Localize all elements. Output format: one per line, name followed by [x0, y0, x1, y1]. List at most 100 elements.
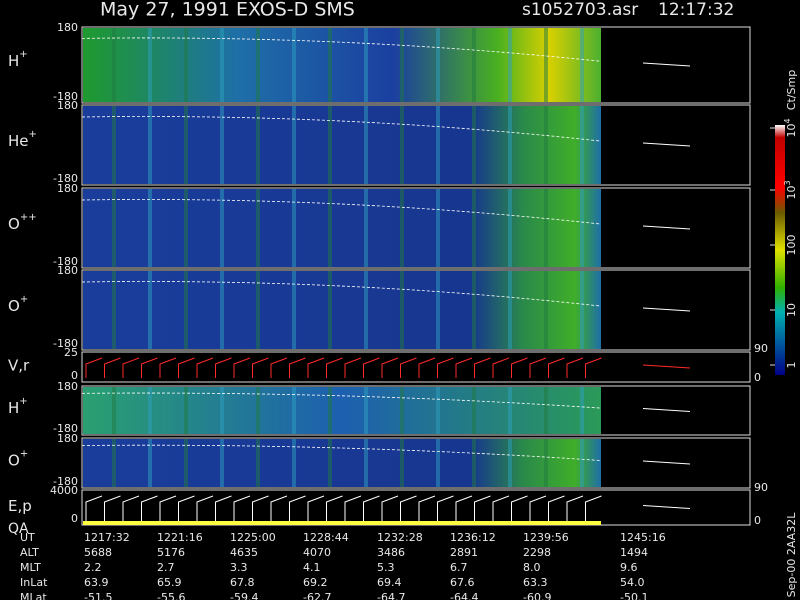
spectrogram-stripe	[508, 106, 512, 184]
spectrogram-stripe	[220, 271, 224, 349]
spectrogram-stripe	[472, 106, 476, 184]
spectrogram-stripe	[364, 439, 368, 487]
spectrogram-stripe	[364, 106, 368, 184]
spectrogram-stripe	[328, 271, 332, 349]
spectrogram-stripe	[184, 189, 188, 267]
spectrogram-stripe	[544, 106, 548, 184]
panel-label: H+	[8, 49, 28, 69]
panel-label-ion: O	[8, 215, 20, 233]
spectrogram-stripe	[580, 28, 584, 102]
table-cell: 2.7	[157, 561, 175, 574]
colorbar-tick-label: 103	[783, 180, 799, 199]
colorbar-tick-base: 10	[785, 124, 798, 138]
table-cell: 1236:12	[450, 531, 496, 544]
spectrogram-stripe	[220, 106, 224, 184]
spectrogram-stripe	[256, 271, 260, 349]
table-cell: 1239:56	[523, 531, 569, 544]
table-cell: 2.2	[84, 561, 102, 574]
colorbar-tick-label: 1	[785, 362, 798, 369]
y-tick-label: -180	[53, 255, 78, 268]
spectrogram-stripe	[292, 271, 296, 349]
spectrogram-stripe	[256, 387, 260, 434]
panel-label-ion: V,r	[8, 356, 30, 374]
table-cell: 67.6	[450, 576, 475, 589]
table-cell: 63.9	[84, 576, 109, 589]
spectrogram-stripe	[400, 271, 404, 349]
panel-label: He+	[8, 129, 37, 150]
spectrogram-stripe	[112, 189, 116, 267]
trace	[81, 444, 601, 461]
table-cell: 5688	[84, 546, 112, 559]
trace	[81, 37, 601, 62]
spectrogram-stripe	[292, 189, 296, 267]
spectrogram-stripe	[148, 106, 152, 184]
table-cell: 2891	[450, 546, 478, 559]
table-cell: -51.5	[84, 591, 112, 600]
spectrogram-stripe	[436, 28, 440, 102]
trace	[85, 495, 602, 521]
trace	[81, 281, 601, 307]
spectrogram-stripe	[328, 28, 332, 102]
tail-trace	[642, 142, 691, 147]
spectrogram-stripe	[220, 28, 224, 102]
spectrogram-stripe	[112, 387, 116, 434]
panels: H+180-180He+180-180O++180-180O+180-180V,…	[8, 21, 768, 537]
spectrogram-stripe	[580, 189, 584, 267]
spectrogram-stripe	[184, 28, 188, 102]
spectrogram-stripe	[148, 189, 152, 267]
spectrogram-stripe	[256, 28, 260, 102]
spectrogram-stripe	[256, 189, 260, 267]
footer-id: Sep-00 2AA32L	[785, 512, 798, 598]
trace	[81, 116, 601, 142]
spectrogram-stripe	[328, 106, 332, 184]
table-cell: -64.7	[377, 591, 405, 600]
spectrogram-stripe	[400, 387, 404, 434]
spectrogram-stripe	[112, 271, 116, 349]
table-cell: 1232:28	[377, 531, 423, 544]
row-label: MLat	[20, 591, 47, 600]
y-tick-label: 180	[57, 380, 78, 393]
panel-label: V,r	[8, 356, 30, 374]
spectrogram-stripe	[472, 439, 476, 487]
table-cell: 5176	[157, 546, 185, 559]
colorbar-tick-label: 10	[785, 303, 798, 317]
title: May 27, 1991 EXOS-D SMS	[100, 0, 355, 21]
table-cell: 1217:32	[84, 531, 130, 544]
colorbar-tick-base: 100	[785, 235, 798, 256]
spectrogram-stripe	[364, 387, 368, 434]
spectrogram-stripe	[508, 28, 512, 102]
spectrogram	[83, 189, 601, 267]
tail-trace	[642, 225, 691, 230]
panel-label: O++	[8, 212, 37, 233]
time: 12:17:32	[658, 0, 734, 20]
panel-label-charge: +	[19, 396, 27, 407]
tail-trace	[642, 460, 691, 465]
spectrogram-stripe	[436, 271, 440, 349]
colorbar-tick-exp: 4	[783, 118, 792, 123]
y-tick-label: 4000	[50, 484, 78, 497]
y2-tick-label: 90	[754, 481, 768, 494]
spectrogram-stripe	[328, 439, 332, 487]
table-cell: 3.3	[230, 561, 248, 574]
trace	[81, 392, 601, 409]
spectrogram-stripe	[544, 271, 548, 349]
spectrogram-stripe	[292, 387, 296, 434]
spectrogram-stripe	[400, 189, 404, 267]
panel-label-charge: +	[29, 129, 37, 140]
table-cell: -50.1	[620, 591, 648, 600]
tail-trace	[642, 505, 691, 509]
spectrogram-stripe	[184, 387, 188, 434]
y-tick-label: -180	[53, 422, 78, 435]
y-tick-label: 0	[71, 512, 78, 525]
spectrogram-stripe	[472, 271, 476, 349]
spectrogram-stripe	[184, 271, 188, 349]
spectrogram-stripe	[436, 439, 440, 487]
table-cell: 69.4	[377, 576, 402, 589]
spectrogram-stripe	[544, 189, 548, 267]
spectrogram-stripe	[580, 106, 584, 184]
spectrogram	[83, 28, 601, 102]
colorbar-tick-base: 10	[785, 303, 798, 317]
tail-trace	[642, 364, 691, 369]
spectrogram-stripe	[580, 439, 584, 487]
spectrogram-stripe	[400, 106, 404, 184]
